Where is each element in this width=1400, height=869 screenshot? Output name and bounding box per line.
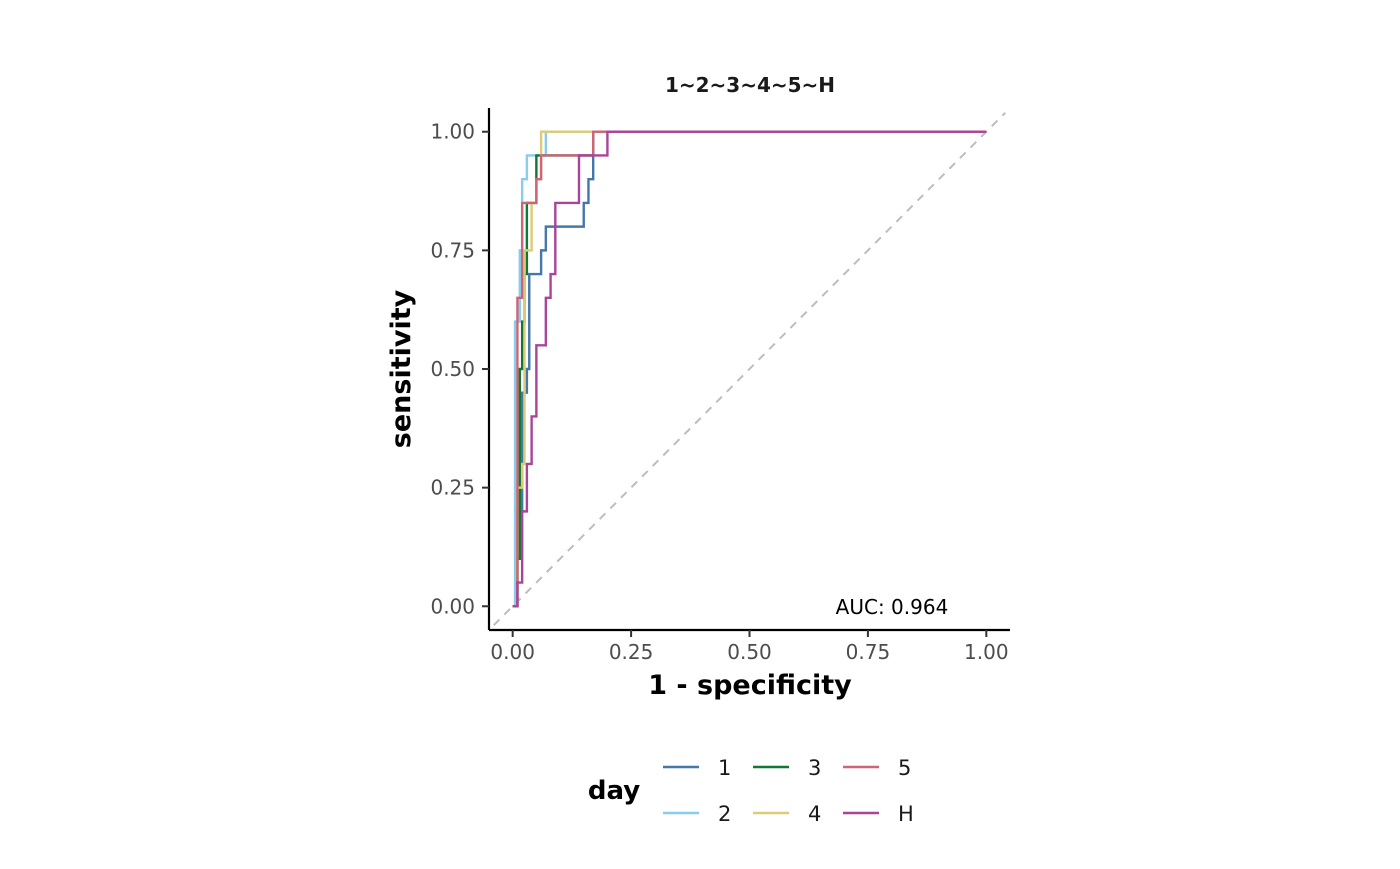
x-tick-label: 0.25 [609, 640, 654, 664]
y-tick-label: 0.25 [430, 476, 475, 500]
x-tick-label: 0.50 [727, 640, 772, 664]
legend-label-day-5: 5 [898, 756, 911, 780]
legend-title: day [588, 776, 640, 806]
legend-label-day-2: 2 [718, 802, 731, 826]
plot-area: 0.00 0.25 0.50 0.75 1.00 0.00 0.25 0.50 0.75 1.00 [430, 108, 1010, 664]
x-axis-title: 1 - specificity [648, 670, 852, 701]
legend: day 1 2 3 4 5 H [588, 756, 914, 826]
legend-label-day-1: 1 [718, 756, 731, 780]
y-tick-label: 0.75 [430, 238, 475, 262]
reference-diagonal-line [493, 112, 1006, 626]
y-axis-title: sensitivity [386, 289, 417, 448]
x-tick-label: 1.00 [964, 640, 1009, 664]
legend-label-day-4: 4 [808, 802, 821, 826]
legend-label-day-h: H [898, 802, 914, 826]
x-tick-label: 0.00 [490, 640, 535, 664]
x-tick-label: 0.75 [846, 640, 891, 664]
legend-label-day-3: 3 [808, 756, 821, 780]
y-tick-label: 0.00 [430, 594, 475, 618]
y-tick-label: 1.00 [430, 120, 475, 144]
roc-line-day-h [512, 130, 987, 608]
chart-title: 1~2~3~4~5~H [665, 73, 835, 97]
auc-annotation: AUC: 0.964 [836, 595, 949, 619]
y-tick-label: 0.50 [430, 357, 475, 381]
